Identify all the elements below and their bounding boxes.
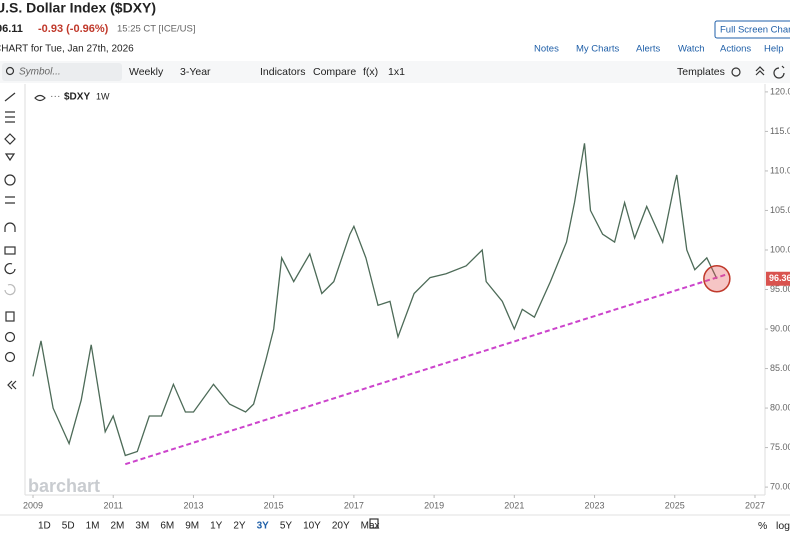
y-tick-label: 85.00 [770,363,790,373]
tool-collapse[interactable] [7,380,17,390]
menu-item[interactable]: Alerts [636,44,661,55]
templates[interactable]: Templates [677,66,725,78]
toolbar-item[interactable]: 1x1 [388,66,405,78]
period-button[interactable]: 20Y [332,521,350,532]
period-button[interactable]: 2Y [233,521,246,532]
search-icon [5,66,15,76]
period-button[interactable]: 2M [111,521,125,532]
tool-zoom-in[interactable] [4,331,16,343]
period-button[interactable]: 1Y [210,521,223,532]
x-tick-label: 2021 [504,500,524,510]
period-button[interactable]: 3M [135,521,149,532]
legend-interval: 1W [96,91,110,101]
price: 96.11 [0,23,23,35]
tool-undo[interactable] [4,263,16,275]
x-tick-label: 2013 [183,500,203,510]
toolbar [0,61,790,83]
symbol-placeholder[interactable]: Symbol... [19,67,61,78]
x-tick-label: 2015 [264,500,284,510]
toolbar-item[interactable]: Weekly [129,66,164,78]
period-button[interactable]: 1M [86,521,100,532]
tool-lock[interactable] [4,246,16,255]
x-tick-label: 2023 [585,500,605,510]
y-tick-label: 70.00 [770,481,790,491]
change: -0.93 (-0.96%) [38,23,109,35]
fullscreen-label[interactable]: Full Screen Chart [720,25,790,36]
x-tick-label: 2017 [344,500,364,510]
period-button[interactable]: 3Y [257,521,270,532]
toolbar-item[interactable]: Compare [313,66,356,78]
last-value-box [766,271,790,286]
settings-icon[interactable] [731,67,741,77]
y-tick-label: 90.00 [770,323,790,333]
period-button[interactable]: 10Y [303,521,321,532]
y-tick-label: 105.00 [770,205,790,215]
tool-settings[interactable] [5,196,15,204]
last-value-label: 96.36 [769,273,790,283]
eye-icon[interactable] [34,94,46,102]
watermark: barchart [28,476,100,496]
plot-area [32,143,731,466]
period-button[interactable]: 6M [160,521,174,532]
menu-item[interactable]: My Charts [576,44,620,55]
legend-symbol: $DXY [64,92,90,103]
y-tick-label: 95.00 [770,284,790,294]
y-tick-label: 75.00 [770,442,790,452]
menu-item[interactable]: Actions [720,44,751,55]
toolbar-item[interactable]: Indicators [260,66,306,78]
x-tick-label: 2019 [424,500,444,510]
period-button[interactable]: 5D [62,521,75,532]
tool-count[interactable] [4,174,16,186]
tool-magnet[interactable] [4,222,16,232]
y-tick-label: 120.00 [770,86,790,96]
reset-icon[interactable] [773,65,785,79]
toolbar-item[interactable]: 3-Year [180,66,211,78]
x-tick-label: 2009 [23,500,43,510]
subtitle: CHART for Tue, Jan 27th, 2026 [0,44,134,55]
y-tick-label: 80.00 [770,402,790,412]
y-tick-label: 110.00 [770,165,790,175]
calendar-icon[interactable] [369,518,379,529]
period-button[interactable]: 5Y [280,521,293,532]
tool-fib[interactable] [5,111,15,123]
price-line [32,143,718,457]
log-toggle[interactable]: log [776,520,790,532]
time: 15:25 CT [ICE/US] [117,24,196,35]
tool-redo[interactable] [4,284,16,296]
menu-dots: ··· [50,90,61,102]
fullscreen-button[interactable] [714,20,790,39]
period-button[interactable]: 9M [185,521,199,532]
toolbar-item[interactable]: f(x) [363,66,378,78]
tool-line[interactable] [4,92,16,102]
menu-item[interactable]: Notes [534,44,559,55]
tool-marker[interactable] [4,153,16,162]
period-button[interactable]: Max [361,521,380,532]
period-button[interactable]: 1D [38,521,51,532]
menu-item[interactable]: Watch [678,44,705,55]
x-tick-label: 2027 [745,500,765,510]
trendline [124,272,730,466]
collapse-icon[interactable] [755,66,765,76]
symbol-input[interactable] [2,63,122,81]
y-tick-label: 100.00 [770,244,790,254]
tool-zoom-out[interactable] [4,351,16,363]
x-tick-label: 2011 [104,500,123,510]
tool-shape[interactable] [4,133,16,145]
highlight-circle [703,265,731,293]
tool-delete[interactable] [5,311,15,322]
y-tick-label: 115.00 [770,126,790,136]
title: U.S. Dollar Index ($DXY) [0,0,156,16]
menu-item[interactable]: Help [764,44,784,55]
x-tick-label: 2025 [665,500,685,510]
left-tools [4,92,17,390]
percent-toggle[interactable]: % [758,520,767,532]
